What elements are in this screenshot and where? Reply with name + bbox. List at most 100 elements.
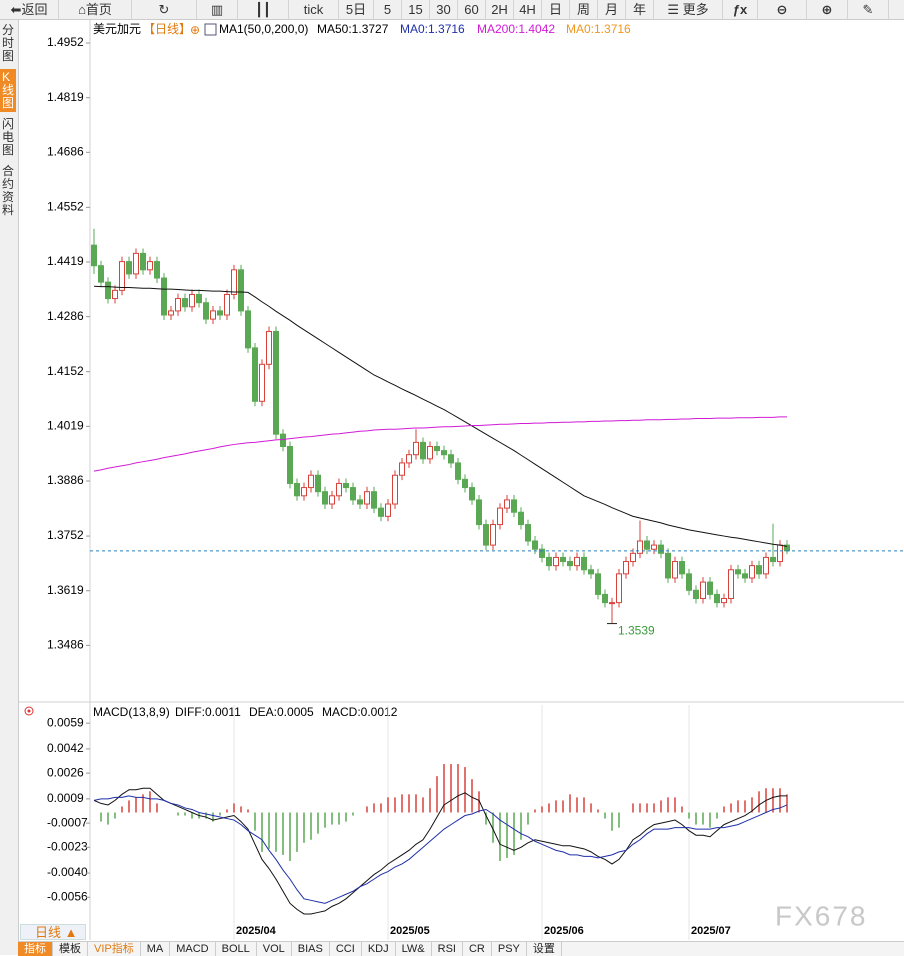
candle-body bbox=[455, 462, 461, 480]
indicator-tab[interactable]: KDJ bbox=[362, 942, 396, 956]
zoom-in-button[interactable]: ⊕ bbox=[807, 0, 848, 19]
candle-body bbox=[189, 293, 195, 308]
period-button[interactable]: 日 bbox=[542, 0, 570, 19]
candle-body bbox=[420, 441, 426, 460]
candle-body bbox=[406, 454, 412, 464]
sidebar: 分时图 K线图闪电图合约资料 bbox=[0, 20, 19, 955]
indicator-tab[interactable]: CCI bbox=[330, 942, 362, 956]
legend-entry: MACD:0.0012 bbox=[322, 705, 398, 719]
y-tick-label: -0.0023 bbox=[47, 839, 88, 853]
candle-body bbox=[182, 298, 188, 308]
indicator-tab[interactable]: LW& bbox=[396, 942, 432, 956]
candle-button[interactable]: ┃┃ bbox=[238, 0, 289, 19]
settings-icon[interactable] bbox=[24, 706, 34, 716]
more-button[interactable]: ☰ 更多 bbox=[654, 0, 723, 19]
toolbar: ⬅返回 ⌂首页 ↻ ▥ ┃┃ tick 5日 5 15 30 60 2H 4H 日周月年 ☰ 更多… bbox=[0, 0, 904, 20]
period-button[interactable]: 30 bbox=[430, 0, 458, 19]
period-tab[interactable]: 日线 ▲ bbox=[20, 924, 86, 940]
candle-body bbox=[434, 445, 440, 452]
candle-body bbox=[329, 495, 335, 505]
candle-body bbox=[448, 454, 454, 464]
period-button[interactable]: 15 bbox=[402, 0, 430, 19]
period-button[interactable]: 60 bbox=[458, 0, 486, 19]
candle-body bbox=[91, 244, 97, 267]
indicator-tabs: 指标 模板 VIP指标 MA MACD BOLL VOL BIAS CCI KDJ LW& RSI CR… bbox=[18, 941, 904, 956]
indicator-tab[interactable]: VIP指标 bbox=[88, 942, 141, 956]
candle-body bbox=[315, 474, 321, 493]
candle-body bbox=[483, 524, 489, 546]
legend-entry: MA0:1.3716 bbox=[566, 22, 631, 36]
chart-title: 美元加元 bbox=[93, 22, 141, 36]
y-tick-label: 1.4819 bbox=[47, 90, 84, 104]
legend-entry: DEA:0.0005 bbox=[249, 705, 314, 719]
candle-body bbox=[763, 556, 769, 575]
candle-body bbox=[756, 565, 762, 575]
legend-entry: DIFF:0.0011 bbox=[175, 705, 241, 719]
y-tick-label: 1.4152 bbox=[47, 364, 84, 378]
candle-body bbox=[553, 556, 559, 567]
candle-body bbox=[714, 593, 720, 604]
candle-body bbox=[658, 544, 664, 554]
indicator-tab[interactable]: BIAS bbox=[292, 942, 330, 956]
y-tick-label: 1.4419 bbox=[47, 254, 84, 268]
indicator-tab[interactable]: 设置 bbox=[527, 942, 562, 956]
y-tick-label: 1.3752 bbox=[47, 528, 84, 542]
period-button[interactable]: 4H bbox=[514, 0, 542, 19]
period-button[interactable]: 2H bbox=[486, 0, 514, 19]
candle-body bbox=[630, 552, 636, 563]
sidebar-tab[interactable]: 合约资料 bbox=[2, 164, 15, 217]
sidebar-tab[interactable]: K线图 bbox=[0, 69, 16, 112]
zoom-out-button[interactable]: ⊖ bbox=[758, 0, 807, 19]
indicator-tab[interactable]: BOLL bbox=[216, 942, 257, 956]
home-button[interactable]: ⌂首页 bbox=[59, 0, 132, 19]
indicator-tab[interactable]: VOL bbox=[257, 942, 292, 956]
indicator-line bbox=[93, 795, 788, 904]
candle-body bbox=[203, 302, 209, 320]
candle-body bbox=[651, 544, 657, 550]
candle-body bbox=[735, 569, 741, 575]
refresh-button[interactable]: ↻ bbox=[132, 0, 197, 19]
candle-body bbox=[238, 269, 244, 312]
candle-body bbox=[161, 277, 167, 316]
back-button[interactable]: ⬅返回 bbox=[0, 0, 59, 19]
sidebar-tab[interactable]: 分时图 bbox=[2, 23, 15, 63]
period-button[interactable]: 月 bbox=[598, 0, 626, 19]
candle-body bbox=[357, 499, 363, 505]
indicator-tab[interactable]: MACD bbox=[170, 942, 216, 956]
candle-body bbox=[224, 293, 230, 316]
period-button[interactable]: tick bbox=[289, 0, 339, 19]
candle-body bbox=[252, 347, 258, 402]
indicator-tab[interactable]: CR bbox=[463, 942, 492, 956]
chart-type-button[interactable]: ▥ bbox=[197, 0, 238, 19]
indicator-icon[interactable] bbox=[204, 23, 217, 36]
draw-button[interactable]: ✎ bbox=[848, 0, 889, 19]
home-label: 首页 bbox=[85, 2, 112, 17]
candle-body bbox=[364, 491, 370, 505]
indicator-tab[interactable]: 指标 bbox=[18, 942, 53, 956]
indicator-tab[interactable]: 模板 bbox=[53, 942, 88, 956]
fx-button[interactable]: ƒx bbox=[723, 0, 758, 19]
sidebar-tab[interactable]: 闪电图 bbox=[2, 117, 15, 157]
x-tick-label: 2025/06 bbox=[544, 925, 584, 937]
add-icon[interactable]: ⊕ bbox=[190, 23, 200, 37]
period-button[interactable]: 5日 bbox=[339, 0, 374, 19]
indicator-tab[interactable]: RSI bbox=[432, 942, 463, 956]
candle-body bbox=[707, 581, 713, 595]
period-button[interactable]: 周 bbox=[570, 0, 598, 19]
period-button[interactable]: 年 bbox=[626, 0, 654, 19]
candle-body bbox=[343, 482, 349, 489]
y-tick-label: 0.0009 bbox=[47, 791, 84, 805]
candle-body bbox=[749, 565, 755, 579]
candle-body bbox=[588, 569, 594, 575]
y-tick-label: 1.4686 bbox=[47, 144, 84, 158]
candle-body bbox=[532, 540, 538, 550]
period-button[interactable]: 5 bbox=[374, 0, 402, 19]
candle-body bbox=[686, 573, 692, 591]
candle-body bbox=[490, 524, 496, 546]
indicator-tab[interactable]: PSY bbox=[492, 942, 527, 956]
indicator-tab[interactable]: MA bbox=[141, 942, 171, 956]
candle-body bbox=[497, 507, 503, 526]
candle-body bbox=[147, 261, 153, 271]
